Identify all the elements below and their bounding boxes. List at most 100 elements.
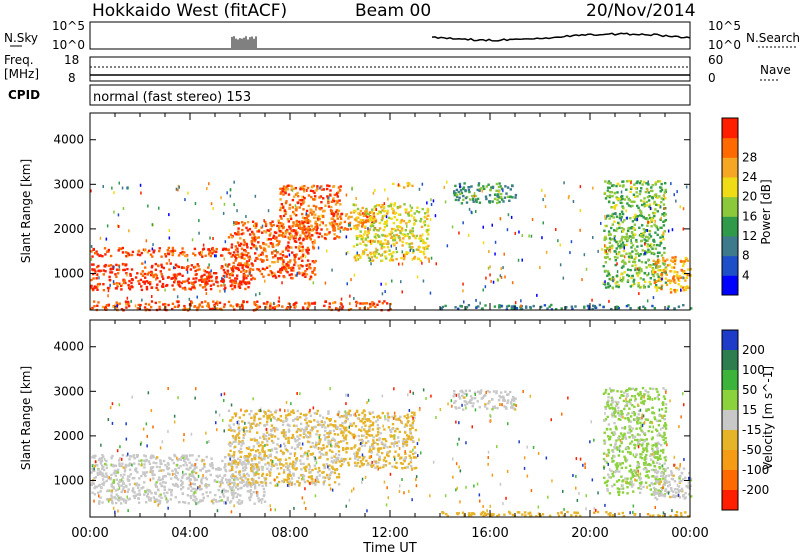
heatmap-cell [287, 484, 291, 488]
heatmap-cell [197, 455, 201, 458]
heatmap-cell [208, 251, 211, 254]
heatmap-cell [294, 208, 298, 211]
heatmap-cell [275, 409, 278, 412]
heatmap-cell [316, 409, 319, 413]
heatmap-cell [262, 275, 265, 278]
heatmap-cell [651, 304, 654, 308]
heatmap-cell [667, 279, 670, 282]
heatmap-cell [383, 300, 386, 303]
heatmap-cell [313, 464, 316, 467]
heatmap-cell [117, 268, 121, 272]
heatmap-cell [350, 215, 353, 219]
heatmap-cell [101, 478, 105, 481]
heatmap-cell [182, 266, 186, 269]
heatmap-cell [162, 277, 165, 280]
heatmap-cell [245, 270, 248, 273]
heatmap-cell [294, 255, 297, 258]
power-heatmap-cells [90, 179, 693, 312]
heatmap-cell [642, 278, 645, 281]
heatmap-cell [332, 214, 335, 218]
heatmap-cell [124, 499, 128, 502]
heatmap-cell [634, 213, 637, 217]
heatmap-cell [253, 277, 256, 281]
heatmap-cell [192, 494, 195, 497]
heatmap-cell [627, 236, 630, 240]
heatmap-cell [149, 468, 153, 471]
heatmap-cell [237, 267, 240, 270]
heatmap-cell [173, 281, 176, 284]
heatmap-cell [305, 273, 309, 276]
heatmap-cell [156, 488, 160, 491]
heatmap-cell [261, 445, 265, 448]
heatmap-cell [389, 308, 392, 311]
heatmap-cell [536, 293, 538, 297]
heatmap-cell [157, 264, 160, 267]
heatmap-cell [349, 424, 352, 427]
heatmap-cell [441, 305, 445, 309]
heatmap-cell [318, 217, 321, 221]
heatmap-cell [320, 221, 323, 224]
heatmap-cell [295, 430, 298, 434]
heatmap-cell [123, 473, 126, 476]
heatmap-cell [281, 305, 284, 308]
heatmap-cell [673, 278, 676, 282]
heatmap-cell [123, 279, 126, 282]
heatmap-cell [302, 226, 305, 230]
heatmap-cell [245, 254, 248, 257]
heatmap-cell [102, 185, 104, 188]
heatmap-cell [229, 188, 232, 192]
heatmap-cell [393, 415, 397, 418]
heatmap-cell [307, 227, 310, 230]
heatmap-cell [295, 206, 298, 209]
heatmap-cell [314, 213, 317, 216]
colorbar-swatch [722, 216, 738, 237]
heatmap-cell [592, 304, 595, 307]
heatmap-cell [230, 243, 234, 246]
heatmap-cell [311, 452, 315, 455]
heatmap-cell [336, 433, 340, 436]
heatmap-cell [309, 189, 313, 192]
heatmap-cell [270, 449, 274, 452]
heatmap-cell [399, 415, 402, 419]
heatmap-cell [422, 252, 426, 256]
heatmap-cell [670, 279, 673, 283]
heatmap-cell [565, 306, 568, 309]
heatmap-cell [157, 499, 160, 502]
heatmap-cell [391, 255, 394, 258]
heatmap-cell [286, 218, 289, 221]
heatmap-cell [400, 456, 403, 459]
heatmap-cell [241, 466, 245, 469]
heatmap-cell [273, 301, 275, 305]
heatmap-cell [138, 489, 141, 492]
heatmap-cell [112, 472, 116, 475]
heatmap-cell [307, 248, 310, 252]
heatmap-cell [291, 409, 295, 412]
heatmap-cell [151, 255, 154, 258]
heatmap-cell [147, 303, 151, 306]
heatmap-cell [216, 480, 219, 484]
heatmap-cell [328, 468, 331, 471]
heatmap-cell [102, 455, 105, 458]
heatmap-cell [229, 456, 232, 459]
freq-panel-frame [89, 56, 691, 82]
heatmap-cell [411, 184, 414, 188]
heatmap-cell [235, 233, 238, 236]
heatmap-cell [246, 472, 249, 476]
heatmap-cell [421, 239, 425, 242]
heatmap-cell [356, 452, 359, 455]
heatmap-cell [608, 284, 612, 288]
heatmap-cell [126, 267, 129, 271]
heatmap-cell [643, 307, 647, 310]
heatmap-cell [266, 467, 269, 470]
heatmap-cell [166, 491, 169, 494]
heatmap-cell [299, 429, 302, 432]
heatmap-cell [371, 423, 375, 427]
heatmap-cell [672, 277, 675, 280]
heatmap-cell [369, 412, 372, 415]
heatmap-cell [685, 259, 688, 262]
heatmap-cell [115, 287, 118, 290]
heatmap-cell [98, 483, 101, 487]
heatmap-cell [530, 234, 533, 238]
heatmap-cell [337, 483, 341, 486]
heatmap-cell [219, 289, 221, 293]
